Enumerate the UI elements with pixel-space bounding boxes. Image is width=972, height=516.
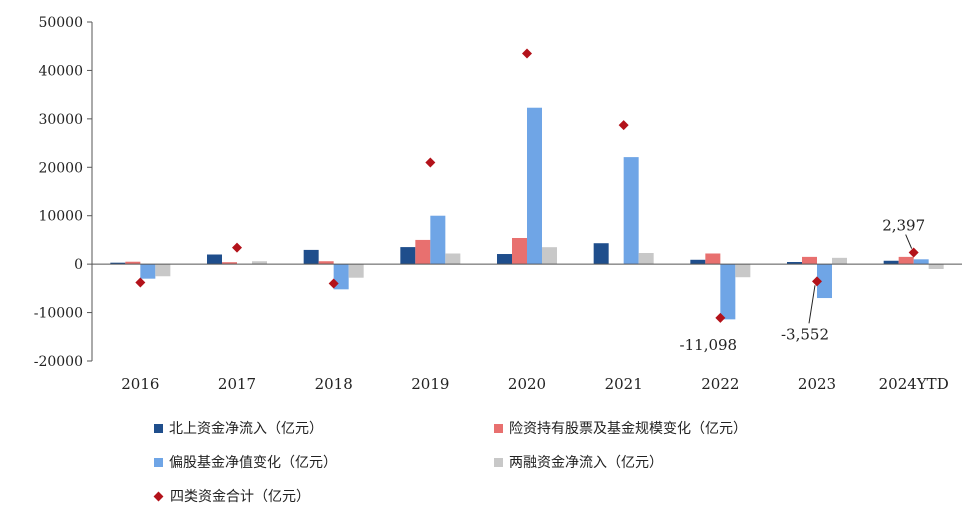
x-tick-label: 2022 — [701, 375, 739, 393]
legend-item-northbound: 北上资金净流入（亿元） — [154, 418, 323, 438]
legend-item-equity-funds: 偏股基金净值变化（亿元） — [154, 452, 337, 472]
legend-item-insurance: 险资持有股票及基金规模变化（亿元） — [494, 418, 747, 438]
bar — [497, 254, 512, 265]
marker-diamond — [232, 242, 242, 253]
x-tick-label: 2024YTD — [879, 375, 949, 393]
bar — [690, 259, 706, 265]
y-tick-label: 20000 — [38, 160, 83, 176]
data-label-leader — [808, 285, 816, 324]
bar — [898, 256, 914, 265]
legend-item-margin: 两融资金净流入（亿元） — [494, 452, 663, 472]
bar — [222, 262, 237, 265]
y-tick-label: 40000 — [38, 63, 83, 79]
legend-label-northbound: 北上资金净流入（亿元） — [169, 421, 323, 437]
x-tick-label: 2018 — [315, 375, 353, 393]
bar — [720, 264, 736, 320]
legend-marker-total — [153, 491, 164, 501]
bar — [542, 247, 557, 265]
x-tick-label: 2016 — [121, 375, 159, 393]
bar — [593, 243, 609, 265]
legend-swatch-northbound — [154, 423, 163, 433]
bar — [318, 261, 334, 265]
legend-label-insurance: 险资持有股票及基金规模变化（亿元） — [509, 421, 747, 437]
y-tick-label: -10000 — [34, 306, 83, 322]
bar — [207, 254, 222, 265]
x-tick-label: 2019 — [411, 375, 449, 393]
bar — [883, 260, 899, 265]
bar — [802, 256, 817, 265]
data-label: -3,552 — [781, 325, 829, 343]
marker-diamond — [618, 120, 629, 131]
bar — [303, 249, 319, 265]
legend-swatch-insurance — [494, 423, 503, 433]
x-tick-label: 2017 — [218, 375, 256, 393]
bar — [832, 257, 847, 265]
y-tick-label: 50000 — [38, 15, 83, 31]
bar — [445, 253, 461, 265]
bar — [527, 107, 542, 265]
legend-swatch-margin — [494, 457, 503, 467]
y-tick-label: -20000 — [34, 354, 83, 370]
legend-swatch-equity-funds — [154, 457, 163, 467]
legend-label-equity-funds: 偏股基金净值变化（亿元） — [169, 455, 337, 471]
bar — [735, 264, 751, 278]
marker-diamond — [328, 278, 339, 289]
bar — [155, 264, 171, 277]
bar — [348, 264, 364, 278]
bar — [623, 157, 639, 265]
bar — [110, 262, 126, 265]
bar — [512, 237, 527, 265]
x-tick-label: 2020 — [508, 375, 546, 393]
bar — [913, 259, 929, 265]
bar — [817, 264, 832, 299]
bar — [252, 261, 267, 265]
legend-label-margin: 两融资金净流入（亿元） — [509, 455, 663, 471]
chart: 50000 40000 30000 20000 10000 0 -10000 -20000 20… — [34, 15, 962, 393]
bar — [705, 253, 721, 265]
bar — [638, 253, 654, 265]
data-label: 2,397 — [882, 217, 925, 235]
y-tick-label: 10000 — [38, 209, 83, 225]
marker-diamond — [522, 48, 532, 59]
legend-item-total: 四类资金合计（亿元） — [153, 486, 310, 506]
marker-diamond — [425, 157, 436, 168]
bar — [928, 264, 944, 269]
bar — [415, 239, 431, 265]
marker-diamond — [812, 276, 822, 287]
x-tick-label: 2021 — [605, 375, 643, 393]
bar — [787, 262, 802, 265]
y-tick-label: 30000 — [38, 112, 83, 128]
bar — [140, 264, 156, 279]
x-tick-label: 2023 — [798, 375, 836, 393]
data-label-leader — [905, 234, 913, 249]
data-label: -11,098 — [680, 336, 738, 354]
marker-diamond — [135, 277, 146, 288]
y-tick-label: 0 — [74, 257, 83, 273]
bar — [430, 215, 446, 265]
bar — [125, 261, 141, 265]
marker-diamond — [715, 312, 726, 323]
marker-diamond — [908, 247, 919, 258]
legend-label-total: 四类资金合计（亿元） — [170, 489, 310, 505]
bar — [400, 247, 416, 265]
